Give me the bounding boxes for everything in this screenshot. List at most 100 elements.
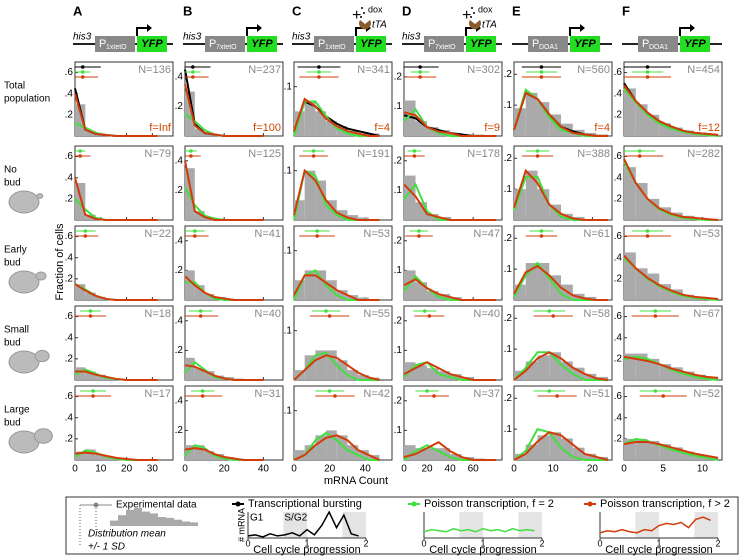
legend-swatch-dot [587, 501, 593, 507]
x-tick-label: 20 [324, 464, 336, 475]
fit-curve [513, 351, 609, 381]
sample-size: N=282 [687, 148, 720, 160]
histogram-bar [624, 252, 636, 300]
phase-shade [283, 512, 307, 538]
reporter: YFP [470, 38, 492, 50]
mean-dot [422, 309, 427, 313]
histogram-bar [561, 361, 573, 380]
sample-size: N=125 [248, 148, 281, 160]
histogram-bar [450, 374, 462, 380]
histogram-bar [404, 175, 416, 220]
legend-hist-bar [118, 515, 126, 526]
row-label: Large [4, 405, 30, 416]
promoter-box [528, 36, 568, 52]
y-tick-label: .6 [614, 391, 623, 402]
fit-curve [403, 111, 497, 137]
promoter-sub: DOA1 [649, 44, 668, 51]
y-tick-label: .1 [504, 264, 513, 275]
y-tick-label: .1 [284, 245, 293, 256]
panel-letter: F [622, 3, 630, 18]
histogram-bar [635, 353, 648, 380]
fit-curve [623, 355, 719, 379]
promoter-box [638, 36, 678, 52]
cell-icon [8, 350, 40, 374]
histogram-bar [75, 451, 86, 460]
sample-size: N=237 [248, 64, 281, 76]
histogram-bar [647, 440, 660, 460]
x-tick-label: 30 [147, 464, 159, 475]
histogram-bar [647, 358, 660, 380]
inset-tick-label: 0 [597, 538, 602, 548]
sample-size: N=58 [583, 308, 610, 320]
fit-curve [293, 274, 380, 301]
x-tick-label: 0 [72, 464, 78, 475]
histogram-bar [659, 207, 672, 220]
legend-hist-bar [110, 520, 118, 526]
tss-head [147, 24, 152, 32]
histogram-bar [584, 453, 597, 460]
histogram-bar [537, 355, 550, 380]
y-tick-label: .4 [175, 235, 184, 246]
x-tick-label: 20 [121, 464, 133, 475]
y-tick-label: .2 [175, 101, 184, 112]
y-tick-label: .2 [394, 395, 403, 406]
mean-dot [535, 154, 540, 158]
histogram-bar [537, 102, 550, 136]
y-tick-label: .2 [504, 393, 513, 404]
histogram-bar [194, 285, 205, 300]
promoter-sub: 1xtetO [325, 44, 346, 51]
mean-dot [539, 229, 544, 233]
mean-dot [315, 234, 319, 238]
row-label: No [4, 165, 17, 176]
tss-arrow [136, 27, 147, 36]
histogram-bar [95, 296, 106, 300]
sample-size: N=18 [144, 308, 171, 320]
legend-label: Transcriptional bursting [248, 498, 362, 510]
mean-dot [418, 70, 422, 74]
fit-curve [403, 441, 497, 461]
legend-label: Distribution mean [88, 529, 166, 540]
y-tick-label: .1 [394, 345, 403, 356]
reporter-box [137, 36, 167, 52]
reporter: YFP [684, 38, 706, 50]
inset-x-label: Cell cycle progression [429, 544, 537, 556]
fit-curve [293, 97, 380, 137]
x-tick-label: 40 [445, 464, 457, 475]
histogram-bar [185, 445, 195, 460]
y-tick-label: .2 [65, 353, 74, 364]
histogram-bar [204, 371, 215, 380]
x-tick-label: 20 [219, 464, 231, 475]
y-tick-label: .4 [614, 412, 623, 423]
histogram-bar [635, 183, 648, 220]
bud-icon [33, 428, 53, 444]
inset-tick-label: 2 [715, 538, 720, 548]
legend-label: Experimental data [116, 500, 197, 511]
activator-icon [359, 20, 372, 30]
histogram-bar [194, 368, 205, 380]
promoter-box [95, 36, 135, 52]
fit-curve [293, 434, 380, 461]
mean-dot [547, 309, 552, 313]
histogram-bar [659, 364, 672, 380]
y-tick-label: .2 [614, 193, 623, 204]
sample-size: N=51 [583, 388, 610, 400]
mean-dot [317, 75, 321, 79]
histogram-bar [427, 368, 439, 380]
mean-dot [80, 75, 85, 79]
mean-dot [418, 75, 422, 79]
fit-curve [623, 437, 719, 461]
x-tick-label: 60 [468, 464, 480, 475]
row-label: population [4, 94, 50, 105]
y-tick-label: .4 [614, 172, 623, 183]
y-tick-label: .1 [284, 325, 293, 336]
inducer: dox [368, 4, 383, 14]
mean-dot [91, 394, 95, 398]
fit-curve [513, 428, 609, 461]
legend-hist-bar [126, 509, 134, 526]
y-tick-label: .2 [65, 433, 74, 444]
sample-size: N=388 [577, 148, 610, 160]
sample-size: N=302 [467, 64, 500, 76]
y-tick-label: .6 [65, 311, 74, 322]
histogram-bar [294, 200, 305, 220]
x-tick-label: 20 [587, 464, 599, 475]
